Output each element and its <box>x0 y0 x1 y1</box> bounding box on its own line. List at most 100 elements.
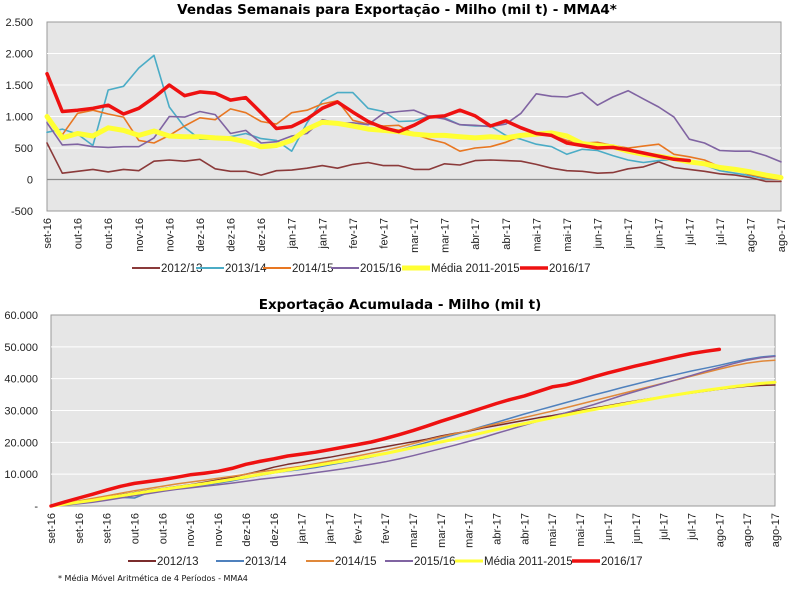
chart-title: Exportação Acumulada - Milho (mil t) <box>259 297 542 313</box>
legend-item: 2013/14 <box>216 556 287 568</box>
x-tick-label: mar-17 <box>409 218 421 253</box>
y-tick-label: 60.000 <box>4 310 38 322</box>
x-tick-label: abr-17 <box>492 513 504 545</box>
series-line-2016-17 <box>49 347 722 508</box>
series-line-2012-13 <box>46 142 782 183</box>
x-tick-label: ago-17 <box>776 218 788 252</box>
y-tick-label: 20.000 <box>4 437 38 449</box>
x-tick-label: nov-16 <box>213 513 225 547</box>
x-tick-label: fev-17 <box>380 513 392 544</box>
x-tick-label: jun-17 <box>631 513 643 545</box>
x-tick-label: mar-17 <box>408 513 420 548</box>
x-tick-label: jan-17 <box>324 513 336 545</box>
y-tick-label: 1.000 <box>5 112 33 124</box>
y-tick-label: - <box>34 501 38 513</box>
legend-item: 2015/16 <box>331 263 402 275</box>
y-tick-label: 50.000 <box>4 342 38 354</box>
x-tick-label: nov-16 <box>164 218 176 252</box>
x-tick-label: abr-17 <box>470 218 482 250</box>
x-tick-label: jan-17 <box>287 218 299 250</box>
series-line-2015-16 <box>46 89 782 163</box>
series-lines <box>49 347 777 508</box>
legend-label: 2014/15 <box>335 556 377 568</box>
series-line-2015-16 <box>50 355 776 507</box>
x-tick-label: dez-16 <box>226 218 238 252</box>
y-axis-ticks: -500 0 500 1.000 1.500 2.000 2.500 <box>5 17 33 218</box>
x-tick-label: mai-17 <box>547 513 559 547</box>
y-tick-label: 40.000 <box>4 374 38 386</box>
legend-label: 2012/13 <box>157 556 199 568</box>
x-tick-label: nov-16 <box>134 218 146 252</box>
footnote: * Média Móvel Aritmética de 4 Períodos -… <box>58 574 248 583</box>
x-tick-label: dez-16 <box>256 218 268 252</box>
x-tick-label: set-16 <box>102 513 114 544</box>
y-tick-label: 2.500 <box>5 17 33 29</box>
x-tick-label: jun-17 <box>654 218 666 250</box>
legend-label: 2013/14 <box>225 263 267 275</box>
x-tick-label: jun-17 <box>603 513 615 545</box>
x-tick-label: jul-17 <box>686 513 698 541</box>
x-tick-label: mar-17 <box>436 513 448 548</box>
series-line-m-dia-2011-2015 <box>49 380 777 508</box>
x-tick-label: mar-17 <box>464 513 476 548</box>
legend-label: 2013/14 <box>245 556 287 568</box>
x-tick-label: mai-17 <box>575 513 587 547</box>
x-tick-label: out-16 <box>130 513 142 544</box>
y-tick-label: 2.000 <box>5 49 33 61</box>
legend-item: 2015/16 <box>385 556 456 568</box>
x-tick-label: mar-17 <box>440 218 452 253</box>
x-tick-label: fev-17 <box>378 218 390 249</box>
x-axis-ticks: set-16 set-16 set-16 out-16 out-16 nov-16 nov-… <box>46 513 782 548</box>
legend-item: Média 2011-2015 <box>402 263 520 275</box>
x-tick-label: jan-17 <box>317 218 329 250</box>
legend-label: 2016/17 <box>601 556 643 568</box>
x-tick-label: ago-17 <box>770 513 782 547</box>
legend-label: 2015/16 <box>360 263 402 275</box>
legend-label: Média 2011-2015 <box>484 556 573 568</box>
legend-label: 2016/17 <box>549 263 591 275</box>
legend-item: 2016/17 <box>572 556 643 568</box>
x-tick-label: dez-16 <box>241 513 253 547</box>
legend-item: 2013/14 <box>196 263 267 275</box>
x-tick-label: abr-17 <box>501 218 513 250</box>
x-tick-label: jun-17 <box>623 218 635 250</box>
x-tick-label: ago-17 <box>714 513 726 547</box>
legend-item: 2012/13 <box>132 263 203 275</box>
x-tick-label: ago-17 <box>742 513 754 547</box>
x-tick-label: jul-17 <box>715 218 727 246</box>
x-tick-label: mai-17 <box>531 218 543 252</box>
legend-item: 2014/15 <box>306 556 377 568</box>
y-tick-label: 30.000 <box>4 406 38 418</box>
legend-item: 2012/13 <box>128 556 199 568</box>
x-tick-label: fev-17 <box>348 218 360 249</box>
y-tick-label: -500 <box>11 206 33 218</box>
x-tick-label: out-16 <box>73 218 85 249</box>
y-tick-label: 500 <box>15 143 33 155</box>
chart-title: Vendas Semanais para Exportação - Milho … <box>177 2 617 18</box>
x-tick-label: dez-16 <box>195 218 207 252</box>
y-axis-ticks: - 10.000 20.000 30.000 40.000 50.000 60.000 <box>4 310 38 513</box>
x-tick-label: set-16 <box>74 513 86 544</box>
series-line-2013-14 <box>46 54 782 180</box>
legend-item: Média 2011-2015 <box>455 556 573 568</box>
x-tick-label: ago-17 <box>745 218 757 252</box>
x-tick-label: abr-17 <box>519 513 531 545</box>
x-tick-label: out-16 <box>103 218 115 249</box>
x-tick-label: jul-17 <box>684 218 696 246</box>
y-tick-label: 1.500 <box>5 80 33 92</box>
cumulative-export-chart: Exportação Acumulada - Milho (mil t) - 10… <box>4 297 782 568</box>
x-tick-label: fev-17 <box>352 513 364 544</box>
x-tick-label: dez-16 <box>269 513 281 547</box>
x-tick-label: set-16 <box>42 218 54 249</box>
x-tick-label: mai-17 <box>562 218 574 252</box>
y-tick-label: 0 <box>27 175 33 187</box>
legend-label: 2014/15 <box>292 263 334 275</box>
legend-item: 2014/15 <box>263 263 334 275</box>
legend-item: 2016/17 <box>520 263 591 275</box>
weekly-sales-chart: Vendas Semanais para Exportação - Milho … <box>5 2 788 275</box>
x-tick-label: jan-17 <box>297 513 309 545</box>
legend: 2012/13 2013/14 2014/15 2015/16 Média 2011-2… <box>132 263 591 275</box>
x-tick-label: jun-17 <box>593 218 605 250</box>
legend-label: 2012/13 <box>161 263 203 275</box>
legend-label: 2015/16 <box>414 556 456 568</box>
